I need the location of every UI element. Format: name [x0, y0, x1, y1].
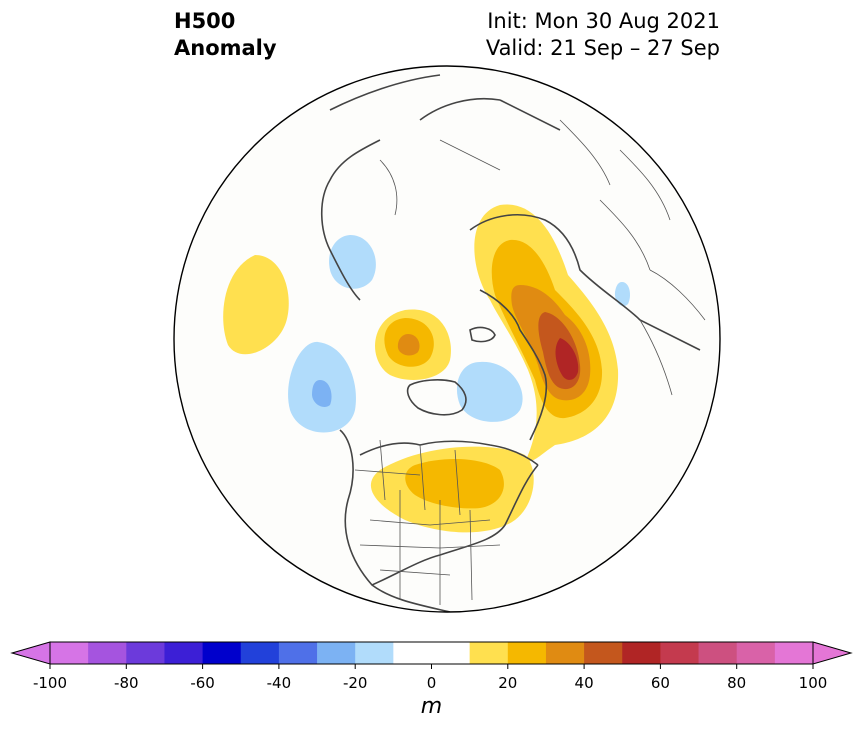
- colorbar-cell: [698, 642, 738, 664]
- colorbar-ticks: -100 -80 -60 -40 -20 0 20 40 60 80 100: [33, 664, 827, 692]
- colorbar-cells: [10, 641, 853, 665]
- colorbar-tick-label: -40: [267, 674, 292, 692]
- anomaly-north-pacific: [223, 255, 289, 355]
- colorbar-tick-label: 80: [727, 674, 746, 692]
- colorbar-tick-label: -20: [343, 674, 368, 692]
- colorbar-cell: [736, 642, 776, 664]
- anomaly-central-asia: [614, 282, 630, 307]
- colorbar-cell: [278, 642, 318, 664]
- colorbar-cell: [240, 642, 280, 664]
- colorbar-tick-label: 100: [799, 674, 828, 692]
- anomaly-barents-kara: [474, 204, 619, 462]
- colorbar-cell: [660, 642, 700, 664]
- colorbar-extend-low: [10, 641, 51, 665]
- date-info: Init: Mon 30 Aug 2021 Valid: 21 Sep – 27…: [486, 8, 720, 62]
- colorbar-tick-label: -80: [114, 674, 139, 692]
- init-date: Init: Mon 30 Aug 2021: [487, 9, 720, 33]
- colorbar: -100 -80 -60 -40 -20 0 20 40 60 80 100: [10, 641, 853, 692]
- colorbar-cell: [584, 642, 623, 664]
- colorbar-cell: [164, 642, 204, 664]
- map-boundary: [173, 65, 721, 613]
- polar-map: [173, 65, 721, 613]
- colorbar-tick-label: 60: [651, 674, 670, 692]
- colorbar-unit: m: [420, 694, 443, 719]
- colorbar-tick-label: 20: [498, 674, 517, 692]
- colorbar-tick-label: 0: [427, 674, 437, 692]
- colorbar-cell: [88, 642, 127, 664]
- anomaly-bering-sea: [288, 341, 356, 433]
- colorbar-cell: [545, 642, 585, 664]
- anomaly-greenland-sea: [329, 235, 376, 289]
- anomaly-fields: [223, 204, 630, 533]
- variable-label: H500: [174, 9, 236, 33]
- colorbar-cell: [431, 642, 471, 664]
- colorbar-cell: [355, 642, 394, 664]
- colorbar-extend-high: [812, 641, 853, 665]
- anomaly-alaska-arctic: [375, 309, 451, 380]
- colorbar-cell: [317, 642, 356, 664]
- anomaly-east-siberian-sea: [456, 361, 523, 422]
- anomaly-label: Anomaly: [174, 36, 277, 60]
- coastlines: [320, 74, 706, 612]
- colorbar-cell: [469, 642, 509, 664]
- colorbar-cell: [622, 642, 661, 664]
- anomaly-canada-great-lakes: [370, 446, 534, 533]
- map-title: H500 Anomaly: [174, 8, 277, 62]
- colorbar-cell: [50, 642, 89, 664]
- colorbar-tick-label: -100: [33, 674, 67, 692]
- colorbar-cell: [126, 642, 165, 664]
- colorbar-tick-label: 40: [575, 674, 594, 692]
- colorbar-cell: [774, 642, 814, 664]
- valid-range: Valid: 21 Sep – 27 Sep: [485, 36, 720, 60]
- colorbar-tick-label: -60: [190, 674, 215, 692]
- colorbar-cell: [393, 642, 432, 664]
- colorbar-cell: [507, 642, 547, 664]
- colorbar-cell: [202, 642, 242, 664]
